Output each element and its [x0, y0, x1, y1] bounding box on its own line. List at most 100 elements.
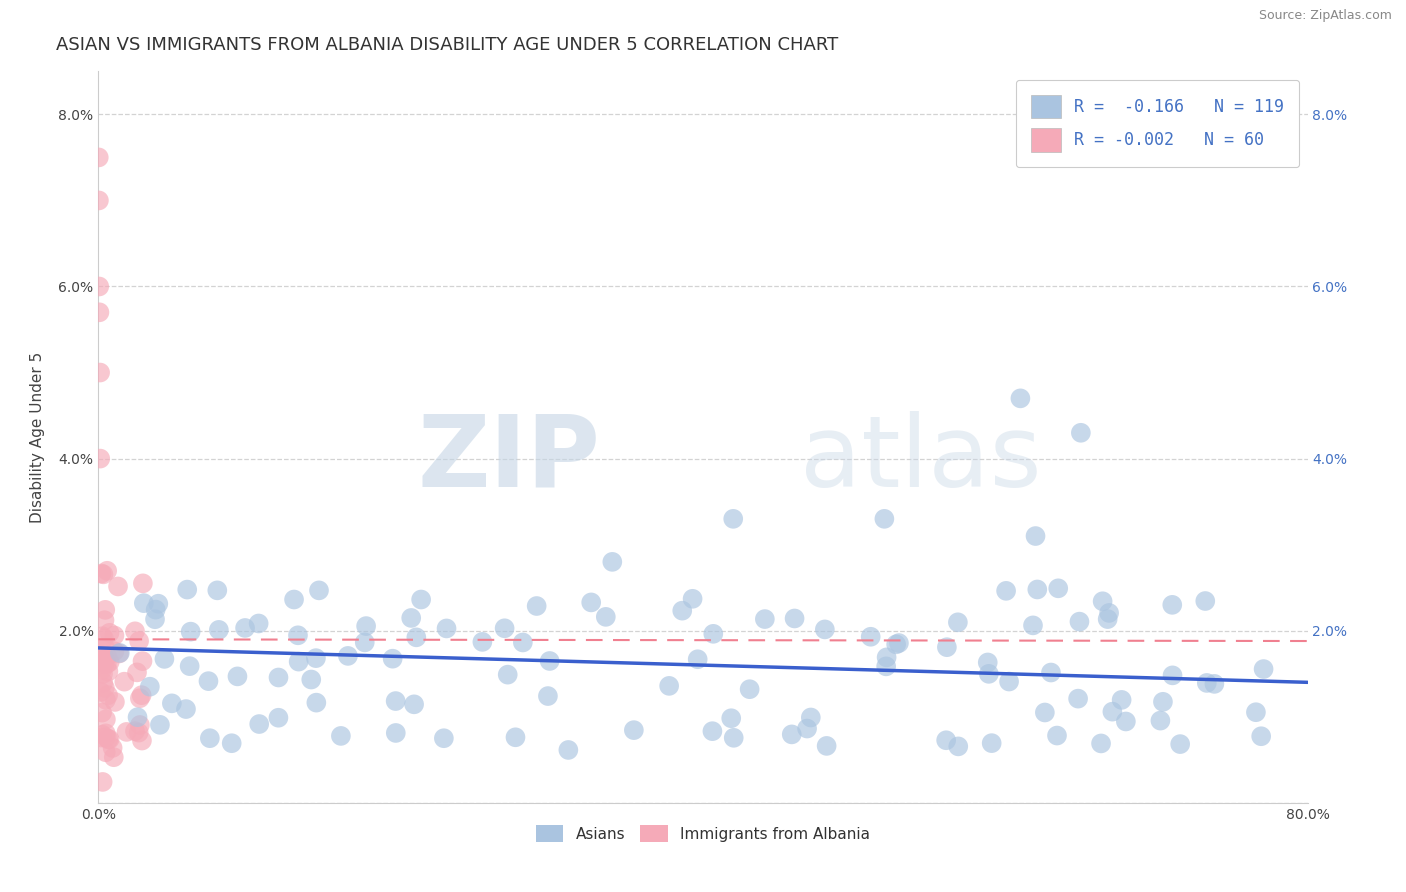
Point [623, 723, 645, 738]
Point [948, 739, 970, 754]
Point [1101, 705, 1123, 719]
Point [780, 727, 803, 741]
Point [91, 675, 114, 690]
Point [505, 731, 527, 745]
Point [1091, 594, 1114, 608]
Point [723, 512, 745, 526]
Text: ZIP: ZIP [418, 410, 600, 508]
Point [579, 595, 602, 609]
Point [131, 688, 153, 702]
Point [800, 710, 823, 724]
Point [702, 724, 724, 739]
Point [738, 682, 761, 697]
Point [91, 706, 114, 720]
Text: Source: ZipAtlas.com: Source: ZipAtlas.com [1258, 9, 1392, 22]
Point [153, 652, 176, 666]
Point [108, 647, 131, 661]
Point [101, 740, 124, 755]
Point [131, 654, 153, 668]
Point [103, 628, 125, 642]
Point [89, 451, 111, 466]
Point [93, 567, 115, 582]
Point [496, 667, 519, 681]
Point [124, 724, 146, 739]
Point [537, 689, 560, 703]
Point [935, 733, 957, 747]
Point [1033, 706, 1056, 720]
Point [115, 725, 138, 739]
Point [97, 665, 120, 679]
Point [226, 669, 249, 683]
Point [93, 613, 115, 627]
Point [94, 603, 117, 617]
Point [207, 583, 229, 598]
Point [682, 591, 704, 606]
Point [97, 732, 120, 747]
Point [94, 726, 117, 740]
Point [90, 566, 112, 581]
Point [980, 736, 1002, 750]
Point [94, 712, 117, 726]
Point [233, 621, 256, 635]
Point [107, 579, 129, 593]
Point [267, 671, 290, 685]
Point [98, 732, 121, 747]
Point [94, 640, 117, 655]
Point [94, 731, 117, 745]
Point [89, 366, 111, 380]
Point [283, 592, 305, 607]
Point [96, 564, 118, 578]
Point [935, 640, 957, 655]
Point [595, 610, 617, 624]
Point [538, 654, 561, 668]
Point [97, 688, 120, 702]
Point [671, 604, 693, 618]
Point [124, 624, 146, 639]
Point [145, 602, 167, 616]
Point [98, 655, 121, 669]
Point [1244, 705, 1267, 719]
Point [91, 666, 114, 681]
Point [305, 651, 328, 665]
Point [103, 750, 125, 764]
Point [90, 652, 112, 666]
Point [103, 644, 125, 658]
Point [815, 739, 838, 753]
Point [90, 685, 112, 699]
Point [1046, 729, 1069, 743]
Point [94, 681, 117, 695]
Point [754, 612, 776, 626]
Point [783, 611, 806, 625]
Point [512, 635, 534, 649]
Point [287, 655, 309, 669]
Point [132, 576, 155, 591]
Point [329, 729, 352, 743]
Point [1195, 676, 1218, 690]
Point [1152, 695, 1174, 709]
Point [876, 650, 898, 665]
Point [128, 725, 150, 739]
Point [174, 702, 197, 716]
Point [436, 622, 458, 636]
Y-axis label: Disability Age Under 5: Disability Age Under 5 [30, 351, 45, 523]
Point [602, 555, 624, 569]
Point [198, 731, 221, 746]
Point [1022, 618, 1045, 632]
Point [299, 673, 322, 687]
Point [1070, 425, 1092, 440]
Point [91, 728, 114, 742]
Point [287, 628, 309, 642]
Point [557, 743, 579, 757]
Point [91, 775, 114, 789]
Point [180, 624, 202, 639]
Point [247, 717, 270, 731]
Point [384, 694, 406, 708]
Point [1069, 615, 1091, 629]
Point [471, 635, 494, 649]
Point [720, 711, 742, 725]
Point [354, 619, 377, 633]
Legend: Asians, Immigrants from Albania: Asians, Immigrants from Albania [529, 817, 877, 850]
Point [686, 652, 709, 666]
Point [91, 654, 114, 668]
Point [887, 636, 910, 650]
